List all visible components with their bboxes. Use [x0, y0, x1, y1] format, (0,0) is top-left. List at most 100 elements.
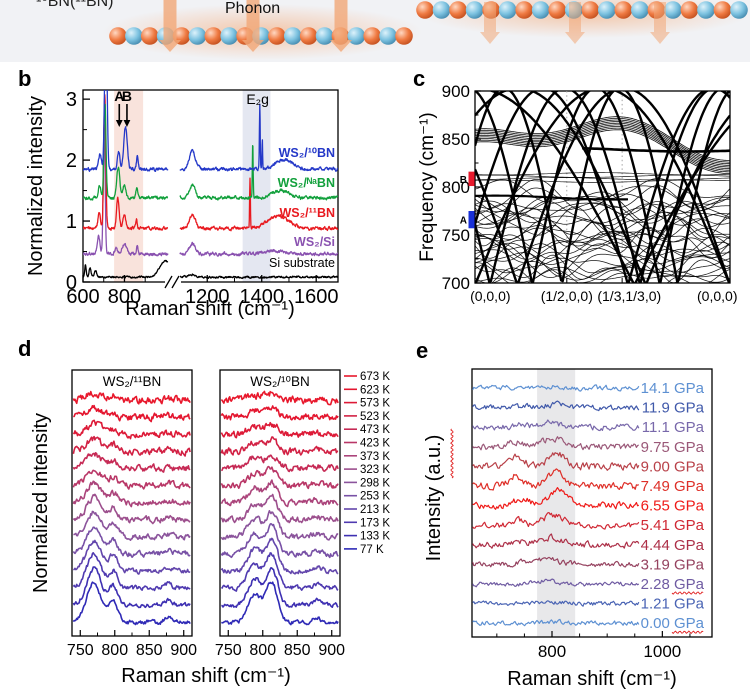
legend-label: 573 K	[360, 398, 390, 410]
e2g-annotation: E₂g	[246, 91, 269, 107]
curve-segment	[475, 262, 730, 283]
legend-label: 373 K	[360, 451, 390, 463]
series-label: WS₂/¹⁰BN	[279, 146, 335, 160]
nitrogen-atom	[347, 27, 366, 45]
label: 750	[67, 642, 94, 659]
curve-WS₂/Si	[179, 241, 338, 257]
label: 850	[442, 130, 470, 149]
temp-curve-373 K	[72, 480, 191, 508]
panel-e-xlabel: Raman shift (cm⁻¹)	[507, 668, 676, 690]
panel-e-pressure-chart: 800 1000 14.1 GPa 11.9 GPa 11.1 GPa 9.75 GPa 9…	[423, 368, 713, 690]
phonon-arrow	[480, 2, 500, 44]
panel-b-curves	[83, 90, 338, 280]
curve-segment	[475, 116, 730, 161]
arrow-head	[565, 32, 585, 44]
nitrogen-atom	[283, 27, 302, 45]
curve-segment	[475, 218, 730, 240]
temp-curve-253 K	[220, 522, 339, 559]
boron-atom	[581, 1, 600, 19]
curve-segment	[475, 250, 730, 278]
kpoint-label: (0,0,0)	[697, 288, 737, 304]
temp-curve-323 K	[220, 493, 339, 524]
legend-label: 673 K	[360, 371, 390, 383]
temp-curve-523 K	[72, 435, 191, 457]
arrow-head	[159, 40, 181, 52]
panel-d-xlabel: Raman shift (cm⁻¹)	[121, 665, 290, 687]
temp-curve-323 K	[72, 493, 191, 525]
pressure-label: 1.21 GPa	[641, 596, 705, 613]
chart-shape	[163, 0, 177, 41]
label: 800	[249, 642, 276, 659]
panel-letter-c: c	[413, 66, 426, 91]
arrow-head	[242, 40, 264, 52]
label: A	[460, 216, 467, 227]
boron-atom	[268, 27, 286, 45]
boron-atom	[299, 27, 318, 45]
curve-WS₂/¹⁰BN	[179, 103, 338, 172]
temp-curve-213 K	[220, 537, 339, 575]
temp-curve-133 K	[221, 566, 339, 609]
temp-curve-298 K	[220, 509, 339, 541]
legend-label: 298 K	[360, 477, 390, 489]
nitrogen-atom	[432, 1, 451, 19]
legend-label: 133 K	[360, 531, 390, 543]
boron-atom	[548, 1, 567, 19]
boron-atom	[109, 27, 127, 45]
curve-segment	[475, 241, 730, 265]
boron-atom	[416, 1, 434, 19]
temp-curve-213 K	[73, 539, 191, 575]
curve-segment	[671, 591, 704, 595]
curve-WS₂/¹¹BN	[83, 94, 169, 231]
curve-segment	[475, 201, 730, 215]
label: 750	[215, 642, 242, 659]
pressure-curve-5.41 GPa	[472, 511, 640, 530]
label: 800	[108, 286, 141, 308]
boron-atom	[680, 1, 699, 19]
nitrogen-atom	[188, 27, 207, 45]
boron-atom	[449, 1, 467, 19]
curve-segment	[475, 91, 730, 283]
pressure-label: 11.1 GPa	[642, 419, 705, 436]
highlight-band	[537, 369, 576, 637]
legend-label: 213 K	[360, 504, 390, 516]
curves-WS₂/¹¹BN	[72, 390, 191, 626]
boron-atom	[395, 27, 413, 45]
nitrogen-atom	[315, 27, 334, 45]
legend-label: 253 K	[360, 491, 390, 503]
chart-shape	[471, 368, 713, 638]
temp-curve-77 K	[220, 581, 339, 626]
chart-shape	[484, 2, 496, 33]
temp-curve-673 K	[72, 390, 191, 405]
label: 900	[318, 642, 345, 659]
label: 750	[442, 226, 470, 245]
arrow-head	[330, 40, 352, 52]
label: 800	[538, 642, 566, 661]
temp-curve-673 K	[220, 390, 339, 406]
peak-annotation: B	[122, 88, 132, 104]
arrow-head	[650, 32, 670, 44]
pressure-label: 2.28 GPa	[641, 576, 705, 593]
curve-segment	[475, 172, 730, 176]
panel-b-xlabel: Raman shift (cm⁻¹)	[125, 298, 294, 320]
label: 1200	[185, 286, 230, 308]
phonon-arrow	[330, 0, 352, 52]
label: 1600	[294, 286, 339, 308]
series-label: WS₂/¹¹BN	[279, 206, 335, 220]
peak-annotation: A	[114, 88, 124, 104]
curve-WS₂/Si	[83, 124, 169, 257]
pressure-label: 9.75 GPa	[641, 439, 705, 456]
curve-segment	[475, 117, 730, 163]
phonon-branches	[475, 91, 730, 283]
curve-segment	[475, 185, 730, 213]
temp-curve-623 K	[220, 405, 339, 421]
nitrogen-atom	[597, 1, 616, 19]
temp-curve-253 K	[72, 526, 191, 559]
curve-segment	[475, 91, 730, 283]
label: 850	[284, 642, 311, 659]
boron-atom	[204, 27, 223, 45]
panel-b-ylabel: Normalized intensity	[25, 96, 47, 276]
legend-label: 77 K	[360, 544, 384, 556]
pressure-curve-14.1 GPa	[472, 384, 640, 392]
